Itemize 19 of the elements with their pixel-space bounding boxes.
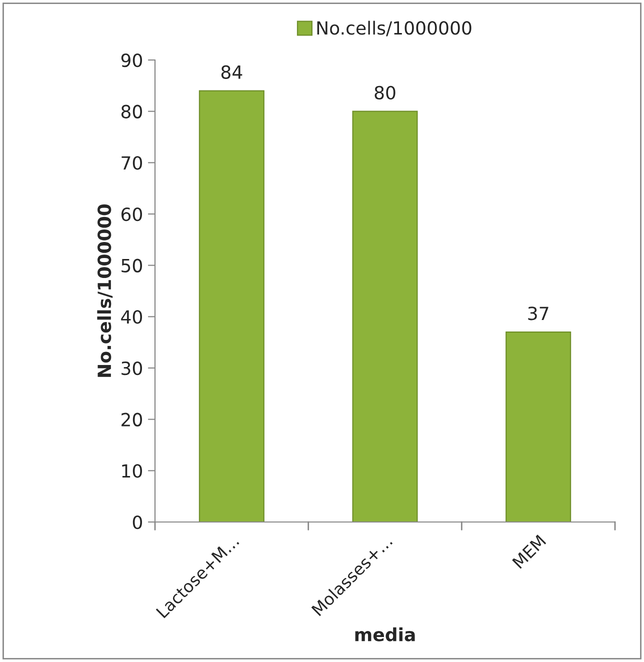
y-tick-label: 70 [122,156,142,170]
bar [198,90,264,522]
bar [506,332,572,522]
x-axis-title: media [355,627,415,642]
y-tick-label: 10 [122,464,142,478]
y-tick-label: 30 [122,361,142,376]
legend-label: No.cells/1000000 [317,20,472,36]
data-label: 37 [528,306,548,320]
y-tick-label: 80 [121,104,142,118]
y-tick-label: 20 [122,412,142,426]
y-tick-label: 90 [121,53,142,68]
data-label: 80 [374,86,396,100]
y-tick-label: 0 [132,515,142,530]
y-tick-label: 50 [122,258,142,272]
y-tick-label: 40 [121,310,142,324]
data-label: 84 [221,65,242,79]
y-axis-title: No.cells/1000000 [97,204,113,377]
y-tick-label: 60 [121,207,142,222]
bar [352,110,418,522]
